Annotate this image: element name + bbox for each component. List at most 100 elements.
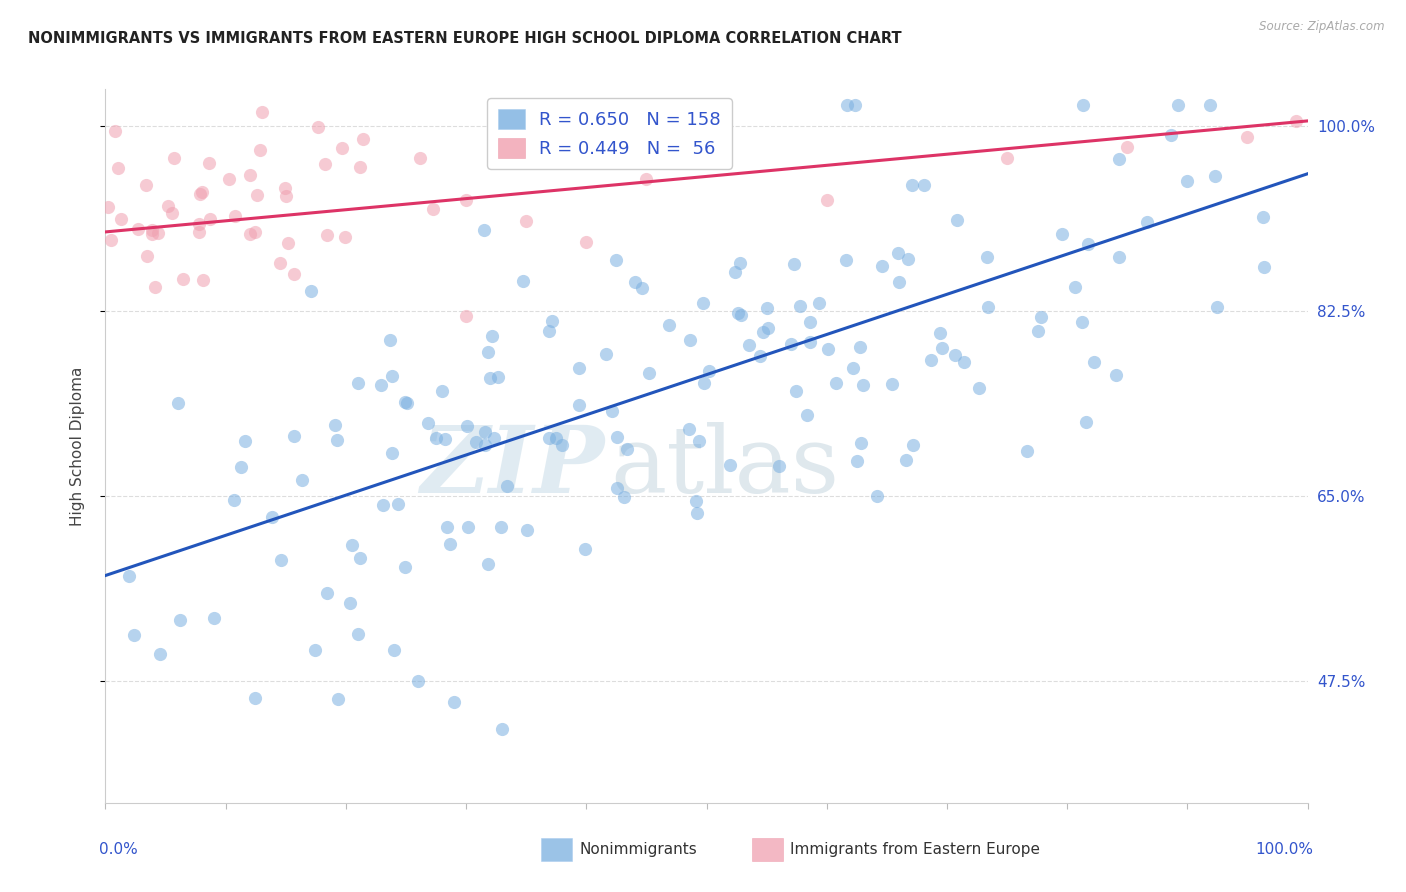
Text: Source: ZipAtlas.com: Source: ZipAtlas.com: [1260, 20, 1385, 33]
Point: [274, 188, 297, 202]
Point: [728, 256, 751, 270]
Point: [851, 378, 873, 392]
Point: [107, 161, 129, 175]
Point: [482, 431, 505, 445]
Point: [727, 305, 749, 319]
Point: [352, 132, 374, 146]
Point: [796, 408, 818, 422]
Point: [370, 378, 392, 392]
Point: [637, 366, 659, 380]
Point: [977, 300, 1000, 314]
Point: [537, 324, 560, 338]
Point: [835, 253, 858, 268]
Point: [1029, 310, 1052, 325]
Point: [156, 199, 179, 213]
Point: [699, 364, 721, 378]
Point: [239, 227, 262, 241]
Point: [418, 417, 440, 431]
Point: [246, 188, 269, 202]
Point: [380, 333, 402, 347]
Point: [751, 325, 773, 339]
Point: [486, 369, 509, 384]
Point: [169, 613, 191, 627]
Point: [1108, 250, 1130, 264]
Point: [127, 221, 149, 235]
Point: [163, 151, 186, 165]
Point: [616, 442, 638, 457]
Point: [1074, 415, 1097, 429]
Point: [198, 156, 221, 170]
Point: [636, 172, 658, 186]
Point: [678, 422, 700, 436]
Text: 0.0%: 0.0%: [100, 842, 138, 857]
Point: [1077, 237, 1099, 252]
Point: [976, 250, 998, 264]
Point: [394, 559, 416, 574]
Point: [330, 141, 353, 155]
Point: [472, 223, 495, 237]
Point: [679, 334, 702, 348]
Point: [188, 217, 211, 231]
Point: [1050, 227, 1073, 242]
Point: [630, 281, 652, 295]
Point: [454, 310, 477, 324]
Point: [756, 321, 779, 335]
Point: [283, 429, 305, 443]
Point: [381, 446, 404, 460]
Point: [394, 395, 416, 409]
Point: [1026, 324, 1049, 338]
Text: Nonimmigrants: Nonimmigrants: [579, 842, 697, 856]
Point: [408, 151, 430, 165]
Point: [1253, 260, 1275, 274]
Point: [799, 315, 821, 329]
Point: [872, 260, 894, 274]
Point: [454, 193, 477, 207]
Point: [149, 647, 172, 661]
Point: [443, 695, 465, 709]
Point: [707, 112, 730, 126]
Point: [191, 185, 214, 199]
Point: [1284, 114, 1306, 128]
Point: [218, 172, 240, 186]
Point: [224, 209, 246, 223]
Point: [748, 349, 770, 363]
Point: [481, 328, 503, 343]
Point: [851, 435, 873, 450]
Point: [730, 308, 752, 322]
Point: [844, 98, 866, 112]
Point: [946, 213, 969, 227]
Point: [1236, 129, 1258, 144]
Point: [387, 497, 409, 511]
Y-axis label: High School Diploma: High School Diploma: [70, 367, 84, 525]
Point: [538, 431, 561, 445]
Point: [97, 200, 120, 214]
Point: [349, 161, 371, 175]
Point: [1083, 354, 1105, 368]
Point: [270, 552, 292, 566]
Point: [496, 479, 519, 493]
Point: [430, 384, 453, 398]
Text: atlas: atlas: [610, 423, 839, 512]
Text: NONIMMIGRANTS VS IMMIGRANTS FROM EASTERN EUROPE HIGH SCHOOL DIPLOMA CORRELATION : NONIMMIGRANTS VS IMMIGRANTS FROM EASTERN…: [28, 31, 901, 46]
Point: [118, 568, 141, 582]
Point: [198, 211, 221, 226]
Point: [349, 550, 371, 565]
Point: [887, 275, 910, 289]
Point: [347, 626, 370, 640]
Point: [724, 264, 747, 278]
Point: [785, 384, 807, 399]
Legend: R = 0.650   N = 158, R = 0.449   N =  56: R = 0.650 N = 158, R = 0.449 N = 56: [486, 98, 733, 169]
Point: [595, 347, 617, 361]
Point: [299, 285, 322, 299]
Point: [600, 403, 623, 417]
Point: [187, 226, 209, 240]
Point: [477, 345, 499, 359]
Point: [143, 280, 166, 294]
Point: [606, 430, 628, 444]
Point: [100, 233, 122, 247]
Text: Immigrants from Eastern Europe: Immigrants from Eastern Europe: [790, 842, 1040, 856]
Point: [929, 326, 952, 341]
Point: [141, 223, 163, 237]
Point: [202, 611, 225, 625]
Point: [995, 151, 1018, 165]
